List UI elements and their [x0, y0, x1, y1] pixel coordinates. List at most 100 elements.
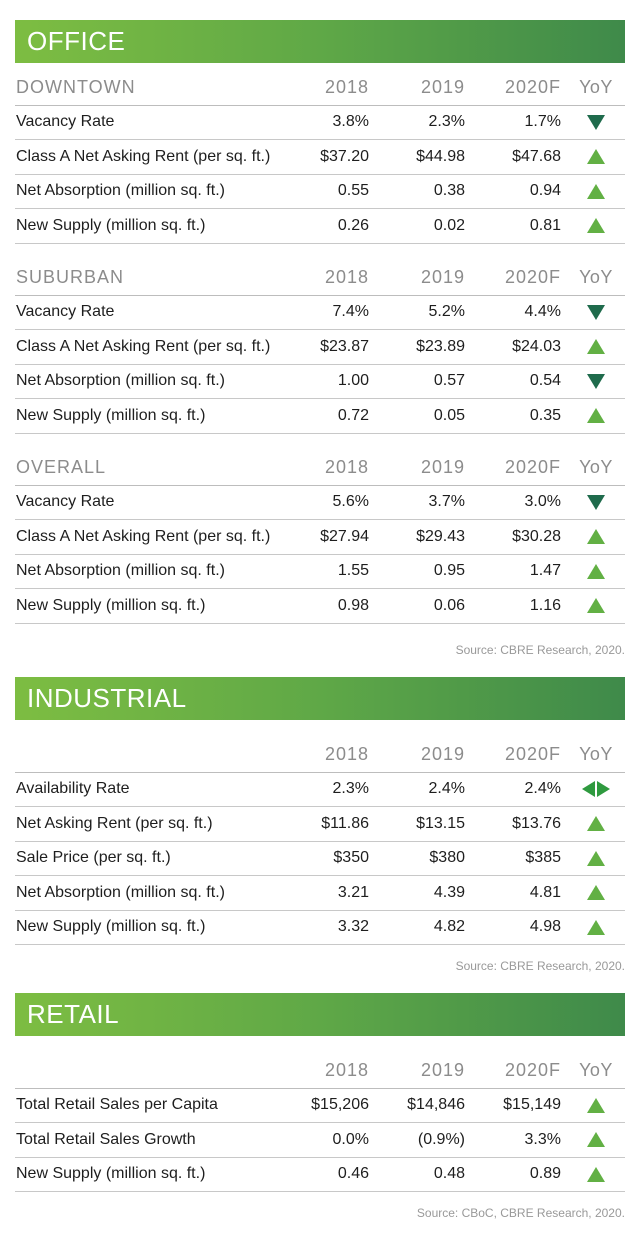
row-value-2: 0.81 — [466, 208, 562, 244]
row-value-2: $30.28 — [466, 519, 562, 555]
yoy-header: YoY — [562, 1036, 625, 1089]
table-header-row: 2018 2019 2020F YoY — [15, 1036, 625, 1089]
yoy-cell — [562, 139, 625, 175]
year-header-0: 2018 — [290, 243, 370, 296]
row-label: Net Absorption (million sq. ft.) — [15, 174, 290, 209]
row-value-2: 4.98 — [466, 910, 562, 945]
yoy-cell — [562, 329, 625, 365]
table-row: Net Absorption (million sq. ft.) 1.00 0.57… — [15, 364, 625, 399]
row-value-0: 2.3% — [290, 772, 370, 807]
yoy-cell — [562, 519, 625, 555]
row-value-1: 4.82 — [370, 910, 466, 945]
row-value-2: 0.35 — [466, 398, 562, 434]
row-value-1: 0.38 — [370, 174, 466, 209]
year-header-2: 2020F — [466, 243, 562, 296]
row-value-2: $47.68 — [466, 139, 562, 175]
yoy-cell — [562, 174, 625, 209]
up-arrow-icon — [587, 408, 605, 424]
row-value-1: 0.05 — [370, 398, 466, 434]
yoy-cell — [562, 1088, 625, 1123]
down-arrow-icon — [587, 304, 605, 320]
yoy-header: YoY — [562, 243, 625, 296]
row-value-0: 0.55 — [290, 174, 370, 209]
row-label: Class A Net Asking Rent (per sq. ft.) — [15, 519, 290, 555]
office-table: DOWNTOWN 2018 2019 2020F YoY Vacancy Rate 3.8%… — [15, 63, 625, 624]
row-value-2: $15,149 — [466, 1088, 562, 1123]
row-value-2: 4.4% — [466, 295, 562, 330]
section-heading: OVERALL — [15, 433, 290, 486]
up-arrow-icon — [587, 1166, 605, 1182]
row-value-0: 0.98 — [290, 588, 370, 624]
year-header-2: 2020F — [466, 433, 562, 486]
row-label: Availability Rate — [15, 772, 290, 807]
yoy-cell — [562, 1122, 625, 1158]
table-row: Net Absorption (million sq. ft.) 1.55 0.95… — [15, 554, 625, 589]
table-row: New Supply (million sq. ft.) 0.26 0.02 0.81 — [15, 208, 625, 244]
table-row: Class A Net Asking Rent (per sq. ft.) $37… — [15, 139, 625, 175]
row-value-0: $350 — [290, 841, 370, 876]
row-value-0: $15,206 — [290, 1088, 370, 1123]
row-value-2: 0.54 — [466, 364, 562, 399]
table-header-row: OVERALL 2018 2019 2020F YoY — [15, 433, 625, 486]
row-value-0: $23.87 — [290, 329, 370, 365]
table-row: New Supply (million sq. ft.) 0.98 0.06 1.16 — [15, 588, 625, 624]
right-arrow-icon — [597, 781, 610, 798]
row-label: Vacancy Rate — [15, 105, 290, 140]
year-header-2: 2020F — [466, 63, 562, 106]
section-heading: DOWNTOWN — [15, 63, 290, 106]
up-arrow-icon — [587, 850, 605, 866]
table-row: Class A Net Asking Rent (per sq. ft.) $23… — [15, 329, 625, 365]
row-label: Net Absorption (million sq. ft.) — [15, 554, 290, 589]
down-arrow-icon — [587, 373, 605, 389]
yoy-cell — [562, 398, 625, 434]
section-heading — [15, 1036, 290, 1089]
row-value-2: 1.47 — [466, 554, 562, 589]
row-value-2: 0.94 — [466, 174, 562, 209]
table-row: Total Retail Sales per Capita $15,206 $14,… — [15, 1088, 625, 1123]
table-row: New Supply (million sq. ft.) 0.46 0.48 0.89 — [15, 1157, 625, 1192]
table-row: Vacancy Rate 5.6% 3.7% 3.0% — [15, 485, 625, 520]
table-row: Net Absorption (million sq. ft.) 3.21 4.39… — [15, 875, 625, 911]
section-heading — [15, 720, 290, 773]
row-value-0: 0.46 — [290, 1157, 370, 1192]
year-header-1: 2019 — [370, 433, 466, 486]
row-value-1: 4.39 — [370, 875, 466, 911]
table-row: Net Absorption (million sq. ft.) 0.55 0.38… — [15, 174, 625, 209]
table-header-row: 2018 2019 2020F YoY — [15, 720, 625, 773]
row-value-1: $380 — [370, 841, 466, 876]
section-heading: SUBURBAN — [15, 243, 290, 296]
yoy-cell — [562, 1157, 625, 1192]
table-row: New Supply (million sq. ft.) 3.32 4.82 4.98 — [15, 910, 625, 945]
row-label: Class A Net Asking Rent (per sq. ft.) — [15, 139, 290, 175]
office-banner: OFFICE — [15, 20, 625, 63]
up-arrow-icon — [587, 1097, 605, 1113]
row-label: New Supply (million sq. ft.) — [15, 910, 290, 945]
row-value-2: 0.89 — [466, 1157, 562, 1192]
industrial-table: 2018 2019 2020F YoY Availability Rate 2.3% 2.4… — [15, 720, 625, 945]
yoy-cell — [562, 364, 625, 399]
row-value-1: 0.06 — [370, 588, 466, 624]
year-header-1: 2019 — [370, 63, 466, 106]
yoy-cell — [562, 208, 625, 244]
row-label: Net Absorption (million sq. ft.) — [15, 364, 290, 399]
year-header-1: 2019 — [370, 1036, 466, 1089]
table-header-row: DOWNTOWN 2018 2019 2020F YoY — [15, 63, 625, 106]
row-value-1: 0.48 — [370, 1157, 466, 1192]
up-arrow-icon — [587, 183, 605, 199]
down-arrow-icon — [587, 494, 605, 510]
row-value-1: $29.43 — [370, 519, 466, 555]
row-value-1: 2.3% — [370, 105, 466, 140]
row-value-1: (0.9%) — [370, 1122, 466, 1158]
table-row: Availability Rate 2.3% 2.4% 2.4% — [15, 772, 625, 807]
row-value-2: 3.3% — [466, 1122, 562, 1158]
table-row: Vacancy Rate 3.8% 2.3% 1.7% — [15, 105, 625, 140]
row-value-1: 2.4% — [370, 772, 466, 807]
row-value-2: 3.0% — [466, 485, 562, 520]
year-header-0: 2018 — [290, 1036, 370, 1089]
row-value-0: $37.20 — [290, 139, 370, 175]
row-value-2: 1.7% — [466, 105, 562, 140]
row-value-1: $23.89 — [370, 329, 466, 365]
yoy-cell — [562, 841, 625, 876]
row-value-2: 1.16 — [466, 588, 562, 624]
yoy-cell — [562, 295, 625, 330]
